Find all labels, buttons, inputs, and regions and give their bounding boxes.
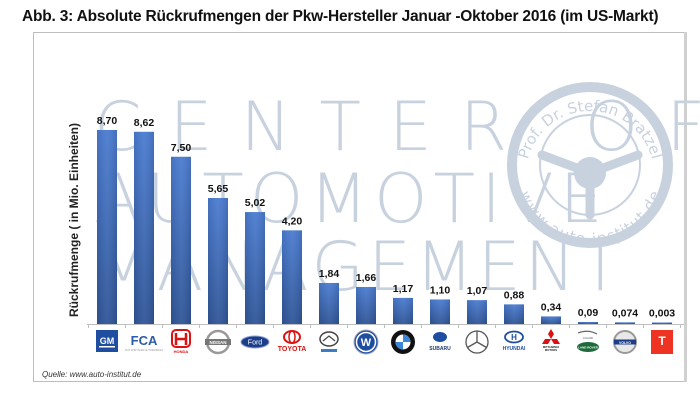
toyota-logo-text: TOYOTA bbox=[278, 346, 307, 353]
source-note: Quelle: www.auto-institut.de bbox=[42, 370, 142, 379]
toyota-logo: TOYOTA bbox=[278, 330, 307, 353]
data-label: 0,88 bbox=[504, 289, 525, 301]
gm-logo: GM bbox=[96, 330, 118, 352]
ford-logo-text: Ford bbox=[248, 340, 263, 347]
bar-shading bbox=[541, 316, 561, 324]
vw-logo: W bbox=[353, 329, 379, 355]
mitsubishi-logo-text: MITSUBISHI bbox=[543, 345, 559, 349]
data-label: 8,70 bbox=[97, 115, 118, 127]
jaguar-land-rover-logo-text: LAND ROVER bbox=[578, 346, 599, 350]
fca-logo-text: FCA bbox=[131, 333, 158, 348]
data-label: 1,10 bbox=[430, 284, 451, 296]
bar-shading bbox=[430, 299, 450, 324]
mazda-logo bbox=[319, 331, 339, 352]
ford-logo: Ford bbox=[240, 335, 270, 349]
data-label: 0,074 bbox=[612, 307, 638, 319]
data-label: 0,003 bbox=[649, 308, 675, 320]
watermark-line: CENTER OF bbox=[94, 88, 700, 167]
data-label: 0,34 bbox=[541, 301, 562, 313]
bar-shading bbox=[171, 156, 191, 324]
steering-wheel-spokes-icon bbox=[537, 150, 643, 220]
mitsubishi-logo-text: MOTORS bbox=[545, 348, 557, 352]
jaguar-land-rover-logo: JAGUAR LAND ROVER bbox=[577, 330, 599, 352]
data-label: 0,09 bbox=[578, 307, 599, 319]
chart-title: Abb. 3: Absolute Rückrufmengen der Pkw-H… bbox=[22, 8, 659, 25]
tesla-logo-text: T bbox=[658, 334, 666, 348]
bar-shading bbox=[615, 322, 635, 324]
data-label: 1,17 bbox=[393, 283, 414, 295]
data-label: 7,50 bbox=[171, 142, 192, 154]
data-label: 1,07 bbox=[467, 285, 488, 297]
bar-shading bbox=[282, 230, 302, 324]
data-label: 1,66 bbox=[356, 272, 377, 284]
tesla-logo: T bbox=[651, 330, 673, 354]
data-labels-group: 8,70 8,62 7,50 5,65 5,02 4,20 1,84 1,66 1,17 1,10… bbox=[97, 115, 676, 320]
subaru-logo: SUBARU bbox=[429, 332, 451, 352]
honda-logo-text: HONDA bbox=[174, 349, 189, 354]
nissan-logo: NISSAN bbox=[205, 329, 231, 355]
subaru-logo-text: SUBARU bbox=[429, 346, 451, 352]
volvo-logo: VOLVO bbox=[613, 330, 637, 354]
hyundai-logo: H HYUNDAI bbox=[503, 330, 526, 352]
bmw-logo bbox=[391, 330, 415, 354]
nissan-logo-text: NISSAN bbox=[209, 340, 226, 345]
bar-shading bbox=[245, 212, 265, 324]
bar-shading bbox=[467, 300, 487, 324]
bar-shading bbox=[652, 322, 672, 324]
vw-logo-text: W bbox=[361, 337, 372, 349]
bar-shading bbox=[97, 130, 117, 324]
jaguar-land-rover-logo-text: JAGUAR bbox=[583, 337, 593, 340]
data-label: 8,62 bbox=[134, 117, 155, 129]
gm-logo-text: GM bbox=[100, 336, 115, 346]
bar-shading bbox=[134, 131, 154, 324]
fca-logo-text: FIAT CHRYSLER AUTOMOBILES bbox=[125, 349, 163, 352]
data-label: 5,02 bbox=[245, 197, 266, 209]
hyundai-logo-text: HYUNDAI bbox=[503, 346, 526, 352]
frame-shadow bbox=[684, 32, 687, 382]
mercedes-logo bbox=[465, 330, 489, 354]
data-label: 5,65 bbox=[208, 183, 229, 195]
y-axis-label: Rückrufmenge ( in Mio. Einheiten) bbox=[67, 122, 81, 318]
bar-shading bbox=[504, 304, 524, 324]
data-label: 1,84 bbox=[319, 268, 340, 280]
seal-ring bbox=[507, 82, 673, 248]
x-axis-ticks bbox=[88, 324, 681, 328]
data-label: 4,20 bbox=[282, 215, 303, 227]
volvo-logo-text: VOLVO bbox=[619, 341, 631, 345]
bar-shading bbox=[356, 286, 376, 324]
tesla-logo-bg bbox=[651, 330, 673, 354]
honda-logo: HONDA bbox=[171, 329, 191, 354]
bar-shading bbox=[578, 321, 598, 324]
bar-shading bbox=[319, 282, 339, 324]
bars-group bbox=[97, 130, 672, 324]
bar-shading bbox=[208, 198, 228, 324]
bar-shading bbox=[393, 297, 413, 324]
hyundai-logo-text: H bbox=[511, 333, 517, 342]
